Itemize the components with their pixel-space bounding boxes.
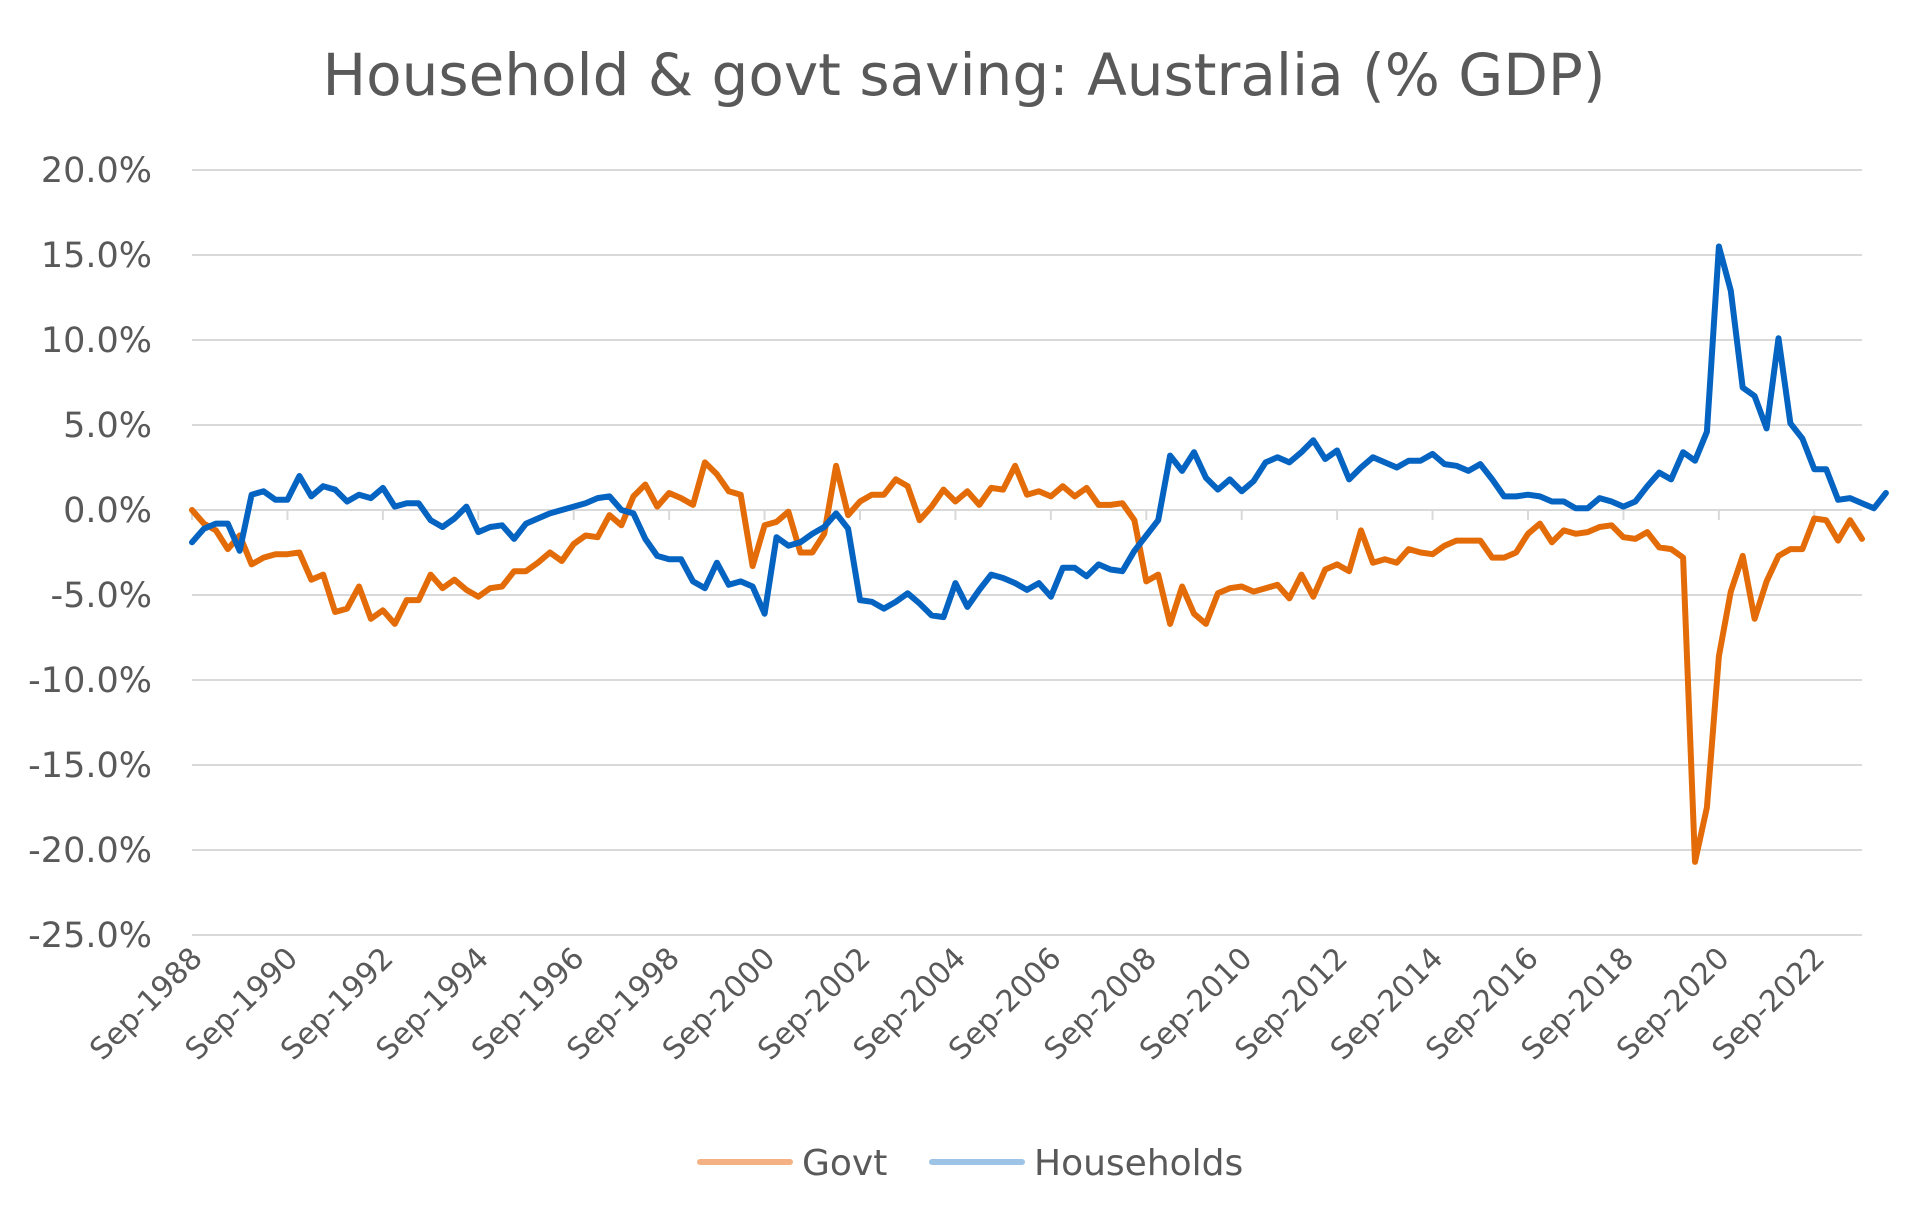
y-tick-label: -20.0%: [28, 831, 152, 871]
y-tick-label: 10.0%: [41, 321, 152, 361]
y-tick-label: -25.0%: [28, 916, 152, 956]
series-line-households: [189, 243, 1889, 621]
y-tick-label: -15.0%: [28, 746, 152, 786]
legend-label-households: Households: [1034, 1143, 1243, 1184]
x-axis-tick-labels: Sep-1988Sep-1990Sep-1992Sep-1994Sep-1996…: [83, 941, 1832, 1067]
y-tick-label: 20.0%: [41, 151, 152, 191]
y-tick-label: 15.0%: [41, 236, 152, 276]
y-axis-tick-labels: 20.0% 15.0% 10.0% 5.0% 0.0% -5.0% -10.0% -15.0%…: [28, 151, 152, 956]
y-tick-label: -10.0%: [28, 661, 152, 701]
y-tick-label: 5.0%: [63, 406, 152, 446]
y-tick-label: -5.0%: [50, 576, 152, 616]
legend-label-govt: Govt: [802, 1143, 887, 1184]
series-line-govt: [189, 459, 1865, 865]
chart-title: Household & govt saving: Australia (% GD…: [323, 41, 1606, 109]
legend: Govt Households: [697, 1143, 1243, 1184]
gridlines: [192, 169, 1862, 936]
x-axis: [191, 509, 1862, 520]
series-lines: [189, 243, 1889, 865]
y-tick-label: 0.0%: [63, 491, 152, 531]
